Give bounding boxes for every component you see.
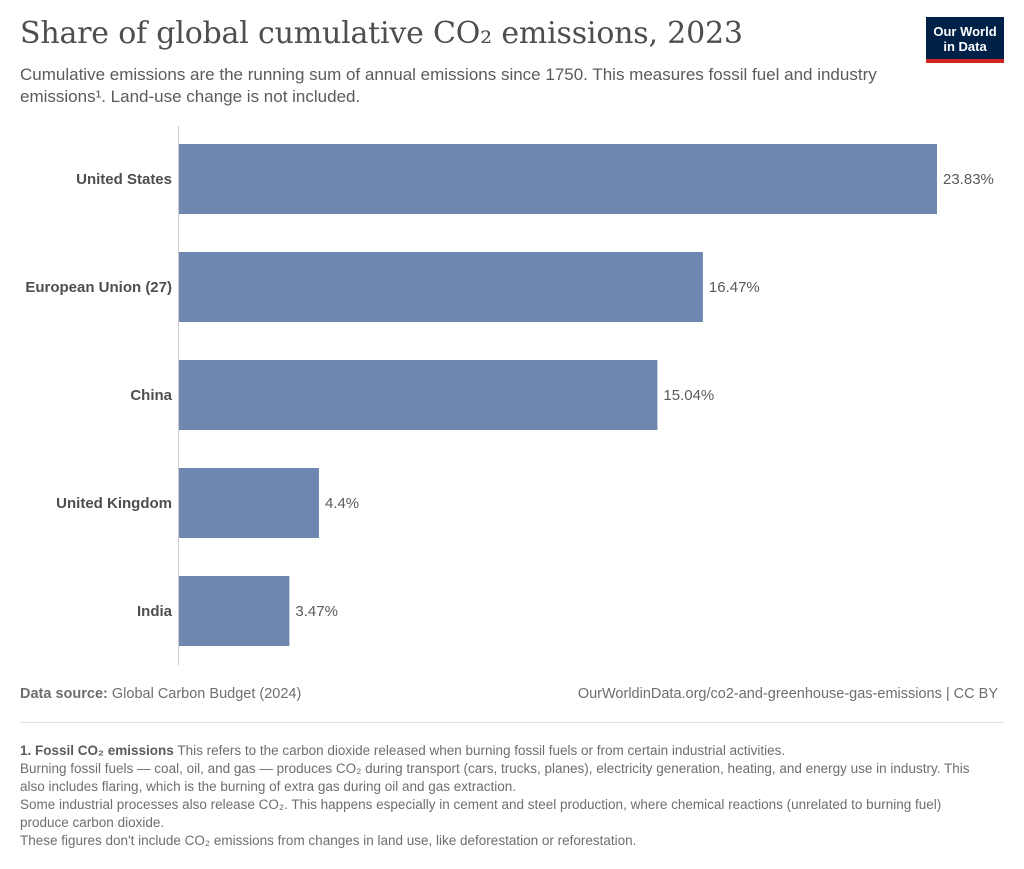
value-label: 15.04%: [663, 387, 714, 404]
bar-united-states[interactable]: [179, 144, 937, 214]
bar-chart: United States 23.83% European Union (27) 16…: [25, 126, 994, 665]
data-source-text[interactable]: Global Carbon Budget (2024): [111, 686, 302, 702]
bar-united-kingdom[interactable]: [179, 468, 319, 538]
category-label: United Kingdom: [56, 495, 172, 512]
logo-line-1: Our World: [933, 24, 997, 39]
footer-divider: [20, 722, 1004, 723]
footnote-line-1: This refers to the carbon dioxide releas…: [177, 743, 786, 758]
footnotes: 1. Fossil CO₂ emissions This refers to t…: [20, 742, 980, 850]
data-source: Data source: Global Carbon Budget (2024): [20, 686, 301, 702]
value-label: 23.83%: [943, 171, 994, 188]
category-label: China: [130, 387, 172, 404]
category-label: India: [137, 603, 173, 620]
footnote-line-2: Burning fossil fuels — coal, oil, and ga…: [20, 761, 970, 794]
footnote-line-4: These figures don't include CO₂ emission…: [20, 833, 637, 848]
footnote-heading: 1. Fossil CO₂ emissions: [20, 743, 174, 758]
bar-european-union-27[interactable]: [179, 252, 703, 322]
value-label: 4.4%: [325, 495, 359, 512]
footnote-line-3: Some industrial processes also release C…: [20, 797, 942, 830]
data-source-label: Data source:: [20, 686, 108, 702]
value-label: 3.47%: [295, 603, 338, 620]
bar-india[interactable]: [179, 576, 290, 646]
chart-subtitle: Cumulative emissions are the running sum…: [20, 65, 877, 106]
logo-line-2: in Data: [943, 39, 987, 54]
owid-logo[interactable]: Our World in Data: [926, 17, 1004, 63]
source-url[interactable]: OurWorldinData.org/co2-and-greenhouse-ga…: [577, 686, 998, 702]
bar-china[interactable]: [179, 360, 658, 430]
value-label: 16.47%: [709, 279, 760, 296]
footnote-1: 1. Fossil CO₂ emissions This refers to t…: [20, 742, 980, 760]
category-label: European Union (27): [25, 279, 172, 296]
chart-title: Share of global cumulative CO₂ emissions…: [20, 16, 743, 51]
category-label: United States: [76, 171, 172, 188]
